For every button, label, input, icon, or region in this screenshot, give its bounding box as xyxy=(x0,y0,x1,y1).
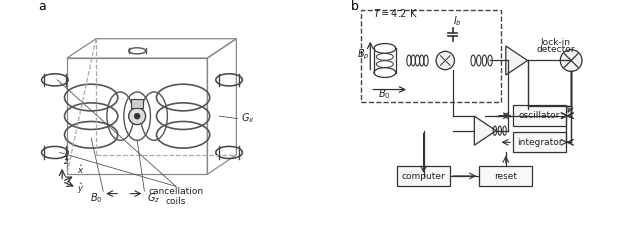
Text: cancellation: cancellation xyxy=(148,187,203,196)
Text: integrator: integrator xyxy=(517,138,562,147)
Bar xyxy=(513,132,567,152)
Text: reset: reset xyxy=(495,172,517,181)
Bar xyxy=(131,99,143,108)
Text: oscillator: oscillator xyxy=(519,111,560,120)
Text: $G_x$: $G_x$ xyxy=(241,111,255,125)
Text: $T = 4.2$ K: $T = 4.2$ K xyxy=(372,7,418,19)
Text: $\hat{y}$: $\hat{y}$ xyxy=(77,181,85,196)
Text: $\hat{z}$: $\hat{z}$ xyxy=(63,154,70,166)
Text: coils: coils xyxy=(166,197,186,206)
Text: a: a xyxy=(38,0,46,13)
Polygon shape xyxy=(506,46,528,75)
Text: $B_0$: $B_0$ xyxy=(90,191,102,205)
Bar xyxy=(361,10,501,102)
Text: lock-in: lock-in xyxy=(540,38,570,47)
Text: $B_p$: $B_p$ xyxy=(357,47,369,62)
Bar xyxy=(479,166,533,186)
Circle shape xyxy=(134,113,140,119)
Text: computer: computer xyxy=(402,172,445,181)
Text: detector: detector xyxy=(536,45,575,54)
Text: b: b xyxy=(351,0,359,13)
Circle shape xyxy=(129,108,146,125)
Text: $B_0$: $B_0$ xyxy=(377,87,390,101)
Text: $I_b$: $I_b$ xyxy=(453,14,461,28)
Polygon shape xyxy=(475,116,496,145)
Circle shape xyxy=(560,50,582,71)
Bar xyxy=(397,166,450,186)
Circle shape xyxy=(436,51,454,70)
Text: $G_z$: $G_z$ xyxy=(148,191,161,205)
Text: $\hat{x}$: $\hat{x}$ xyxy=(76,164,84,176)
Bar xyxy=(513,105,567,126)
